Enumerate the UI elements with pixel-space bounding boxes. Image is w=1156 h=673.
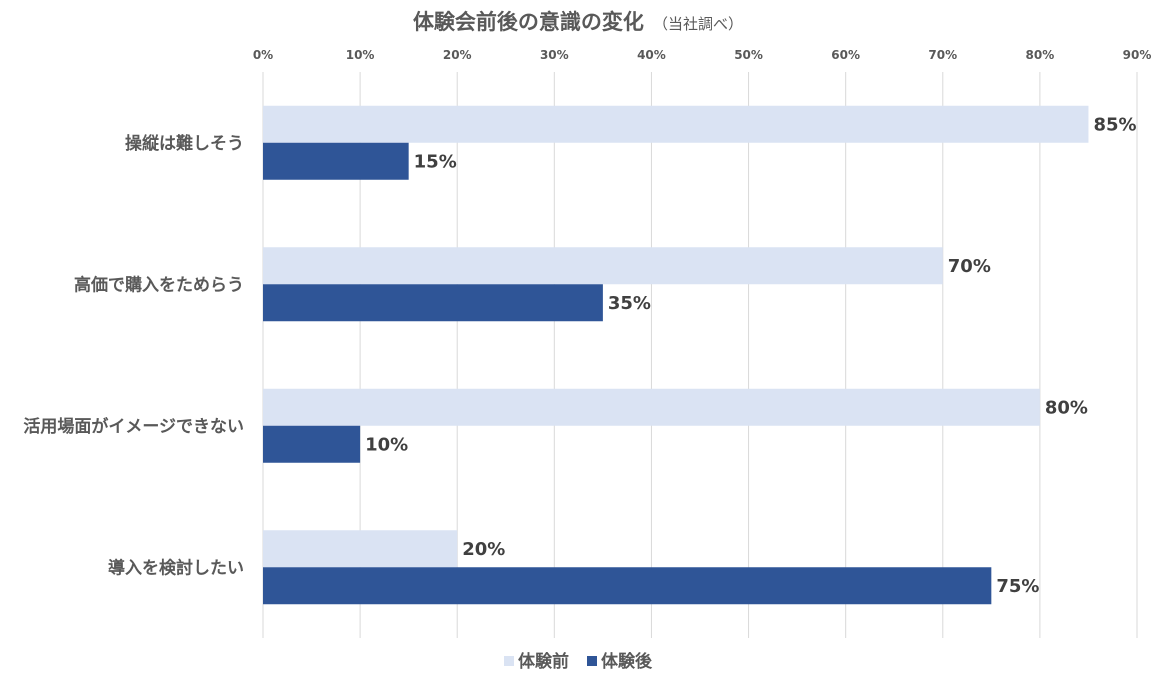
- bar-before: [263, 530, 458, 568]
- legend-label: 体験後: [601, 651, 653, 672]
- legend: 体験前 体験後: [504, 651, 653, 672]
- x-tick-label: 80%: [1026, 48, 1055, 62]
- legend-label: 体験前: [518, 651, 569, 672]
- category-label: 高価で購入をためらう: [74, 274, 244, 295]
- legend-item: 体験後: [587, 651, 653, 672]
- category-label: 操縦は難しそう: [125, 133, 244, 154]
- legend-swatch: [587, 656, 597, 666]
- x-tick-label: 0%: [253, 48, 273, 62]
- x-tick-label: 90%: [1123, 48, 1152, 62]
- legend-item: 体験前: [504, 651, 569, 672]
- category-label: 活用場面がイメージできない: [23, 416, 244, 437]
- x-tick-label: 10%: [346, 48, 375, 62]
- chart-subtitle: （当社調べ）: [653, 15, 743, 33]
- bar-before: [263, 388, 1040, 426]
- data-label: 80%: [1045, 397, 1088, 418]
- bar-after: [263, 567, 992, 605]
- x-tick-label: 30%: [540, 48, 569, 62]
- chart-title-main: 体験会前後の意識の変化: [413, 10, 644, 34]
- x-tick-label: 60%: [831, 48, 860, 62]
- data-label: 20%: [462, 539, 505, 560]
- data-label: 75%: [996, 576, 1039, 597]
- category-label: 導入を検討したい: [108, 557, 244, 578]
- data-label: 10%: [365, 434, 408, 455]
- bar-after: [263, 142, 409, 180]
- bar-after: [263, 284, 603, 322]
- data-labels: 85% 15% 70% 35% 80% 10% 20% 75%: [365, 114, 1136, 597]
- bar-before: [263, 105, 1089, 143]
- x-tick-label: 70%: [928, 48, 957, 62]
- bar-before: [263, 247, 943, 285]
- data-label: 35%: [608, 293, 651, 314]
- data-label: 85%: [1093, 114, 1136, 135]
- x-tick-label: 20%: [443, 48, 472, 62]
- x-tick-label: 50%: [734, 48, 763, 62]
- bar-after: [263, 425, 361, 463]
- bars: [263, 105, 1089, 605]
- chart-title: 体験会前後の意識の変化 （当社調べ）: [413, 10, 743, 34]
- x-axis-ticks: 0% 10% 20% 30% 40% 50% 60% 70% 80% 90%: [253, 48, 1152, 62]
- legend-swatch: [504, 656, 514, 666]
- data-label: 15%: [414, 151, 457, 172]
- data-label: 70%: [948, 256, 991, 277]
- x-tick-label: 40%: [637, 48, 666, 62]
